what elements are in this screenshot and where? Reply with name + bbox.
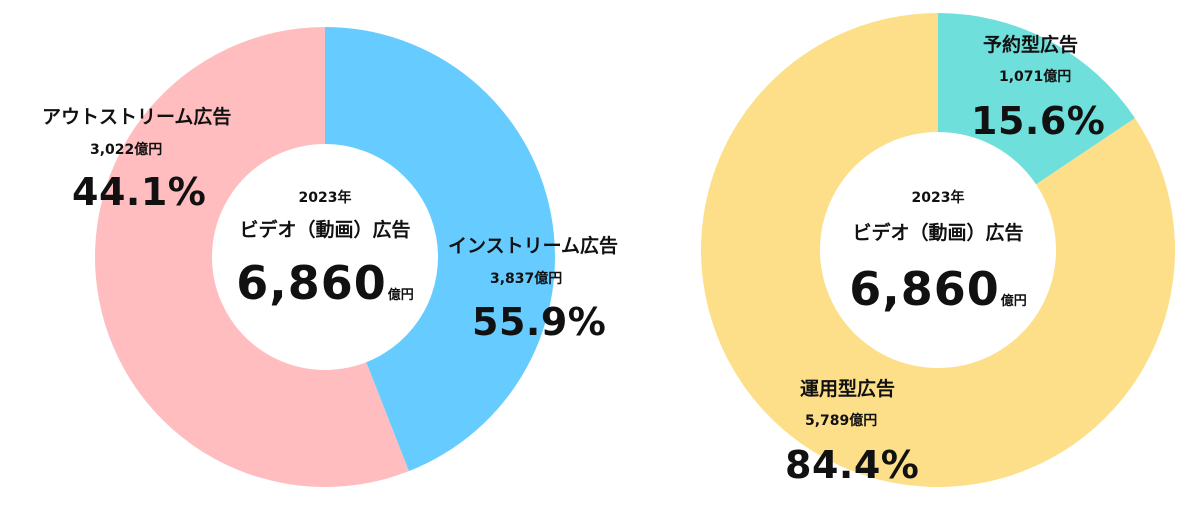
center-total-value-right: 6,860: [849, 262, 1000, 316]
center-total-right: 6,860億円: [849, 262, 1027, 316]
center-label-right: ビデオ（動画）広告: [852, 222, 1024, 244]
donut-slice-reserved: [938, 13, 1135, 185]
slice-label-outstream: アウトストリーム広告: [42, 106, 232, 128]
slice-percent-reserved: 15.6%: [971, 99, 1106, 143]
center-total-value: 6,860: [236, 256, 387, 310]
slice-label-instream: インストリーム広告: [448, 235, 619, 257]
center-label: ビデオ（動画）広告: [239, 219, 411, 241]
slice-amount-reserved: 1,071億円: [999, 69, 1072, 85]
slice-amount-programmatic: 5,789億円: [805, 413, 878, 429]
video-ad-breakdown-by-format-donut: [94, 27, 555, 488]
slice-percent-programmatic: 84.4%: [785, 443, 920, 487]
slice-label-programmatic: 運用型広告: [800, 378, 896, 400]
center-total-unit: 億円: [387, 288, 414, 303]
video-ad-breakdown-by-transaction-type-donut: [700, 13, 1175, 488]
slice-percent-outstream: 44.1%: [72, 170, 207, 214]
center-total: 6,860億円: [236, 256, 414, 310]
slice-percent-instream: 55.9%: [472, 300, 607, 344]
donut-slice-outstream: [325, 27, 555, 472]
slice-label-reserved: 予約型広告: [983, 34, 1079, 56]
slice-amount-instream: 3,837億円: [490, 271, 563, 287]
donut-slice-programmatic: [700, 13, 1175, 488]
center-year: 2023年: [298, 190, 352, 206]
donut-slice-instream: [94, 27, 409, 488]
center-year-right: 2023年: [911, 190, 965, 206]
center-total-unit-right: 億円: [1000, 294, 1027, 309]
slice-amount-outstream: 3,022億円: [90, 142, 163, 158]
